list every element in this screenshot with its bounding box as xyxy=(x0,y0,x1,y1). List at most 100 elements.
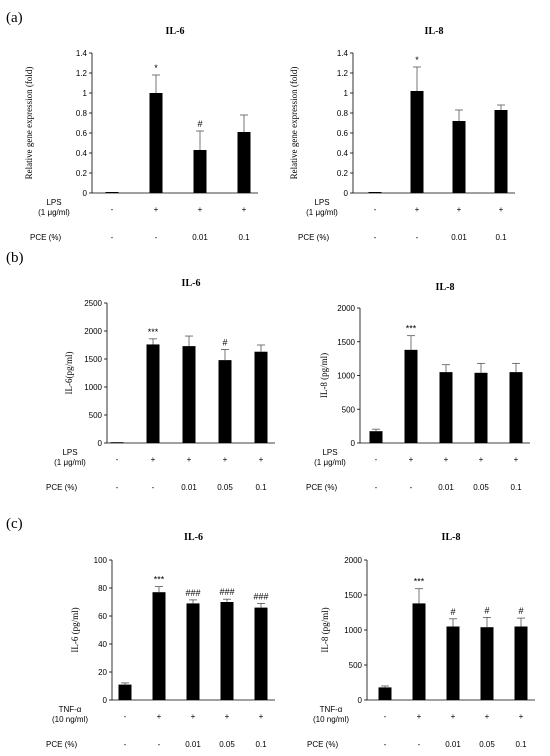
bar xyxy=(218,360,232,443)
condition-value: 0.01 xyxy=(438,483,454,492)
condition-value: + xyxy=(499,205,504,214)
y-tick-label: 1500 xyxy=(337,338,355,347)
condition-name: LPS xyxy=(314,198,329,207)
panel-label-b: (b) xyxy=(6,250,24,266)
bar xyxy=(220,602,234,700)
condition-value: + xyxy=(485,712,490,721)
y-tick-label: 0.8 xyxy=(76,109,88,118)
condition-unit: (1 μg/ml) xyxy=(54,458,86,467)
bar xyxy=(378,687,392,700)
chart-5: IL-6 0 20 40 60 80 100 IL-6 (pg/ml) *** ### ### ###… xyxy=(46,532,275,749)
y-tick-label: 1 xyxy=(83,89,88,98)
bar xyxy=(404,349,418,443)
bar xyxy=(494,110,508,193)
y-tick-label: 40 xyxy=(98,640,107,649)
bar xyxy=(439,372,453,443)
chart-6: IL-8 0 500 1000 1500 2000 IL-8 (pg/ml) *** # # # TN… xyxy=(307,532,535,749)
y-tick-label: 1000 xyxy=(84,383,102,392)
condition-value: - xyxy=(111,205,114,214)
significance-label: ### xyxy=(219,587,234,597)
condition-name: TNF-α xyxy=(320,705,343,714)
condition-value: 0.01 xyxy=(192,233,208,242)
chart-1: IL-6 0 0.2 0.4 0.6 0.8 1 1.2 1.4 Relative gene ex… xyxy=(24,26,258,242)
condition-value: + xyxy=(198,205,203,214)
condition-value: + xyxy=(514,455,519,464)
condition-value: 0.1 xyxy=(510,483,522,492)
bar xyxy=(182,346,196,443)
condition-value: 0.01 xyxy=(181,483,197,492)
bar xyxy=(186,603,200,700)
y-tick-label: 2000 xyxy=(344,556,362,565)
bar xyxy=(118,684,132,700)
significance-label: ### xyxy=(253,591,268,601)
condition-value: - xyxy=(124,712,127,721)
bar xyxy=(110,442,124,443)
y-tick-label: 500 xyxy=(89,411,103,420)
condition-name: PCE (%) xyxy=(30,233,61,242)
condition-value: + xyxy=(417,712,422,721)
condition-value: - xyxy=(155,233,158,242)
bar xyxy=(368,192,382,193)
condition-value: + xyxy=(154,205,159,214)
condition-unit: (10 ng/ml) xyxy=(52,715,88,724)
bar xyxy=(149,93,163,193)
condition-name: LPS xyxy=(322,448,337,457)
condition-value: + xyxy=(223,455,228,464)
y-tick-label: 0 xyxy=(103,696,108,705)
condition-value: - xyxy=(410,483,413,492)
y-tick-label: 1.2 xyxy=(76,69,88,78)
bar xyxy=(105,192,119,193)
y-tick-label: 80 xyxy=(98,584,107,593)
y-tick-label: 0.8 xyxy=(337,109,349,118)
y-tick-label: 2000 xyxy=(84,327,102,336)
bar xyxy=(254,607,268,700)
significance-label: # xyxy=(197,119,202,129)
condition-value: 0.01 xyxy=(185,740,201,749)
bar xyxy=(452,121,466,193)
significance-label: *** xyxy=(414,577,425,587)
bar xyxy=(193,150,207,193)
y-tick-label: 0.6 xyxy=(76,129,88,138)
chart-3: IL-6 0 500 1000 1500 2000 2500 IL-6(pg/ml) *** # L… xyxy=(46,278,275,492)
condition-unit: (1 μg/ml) xyxy=(38,208,70,217)
y-tick-label: 60 xyxy=(98,612,107,621)
significance-label: ### xyxy=(185,588,200,598)
condition-name: TNF-α xyxy=(59,705,82,714)
bar xyxy=(480,627,494,700)
bar xyxy=(254,351,268,443)
condition-value: - xyxy=(375,483,378,492)
condition-value: 0.05 xyxy=(473,483,489,492)
significance-label: * xyxy=(415,55,419,65)
y-tick-label: 1.4 xyxy=(76,49,88,58)
condition-value: 0.1 xyxy=(255,483,267,492)
chart-title: IL-8 xyxy=(442,532,461,543)
significance-label: *** xyxy=(148,327,159,337)
condition-name: PCE (%) xyxy=(307,740,338,749)
y-tick-label: 1.2 xyxy=(337,69,349,78)
y-axis-label: IL-8 (pg/ml) xyxy=(320,607,330,652)
condition-value: 0.1 xyxy=(495,233,507,242)
condition-value: - xyxy=(384,712,387,721)
condition-value: + xyxy=(479,455,484,464)
chart-title: IL-6 xyxy=(184,532,203,543)
bar xyxy=(514,626,528,700)
chart-title: IL-8 xyxy=(436,282,455,293)
y-tick-label: 1000 xyxy=(337,372,355,381)
significance-label: # xyxy=(484,605,489,615)
condition-unit: (10 ng/ml) xyxy=(313,715,349,724)
chart-2: IL-8 0 0.2 0.4 0.6 0.8 1 1.2 1.4 Relative gene ex… xyxy=(289,26,515,242)
y-axis-label: Relative gene expression (fold) xyxy=(24,67,34,180)
condition-value: + xyxy=(457,205,462,214)
condition-value: + xyxy=(451,712,456,721)
condition-value: 0.05 xyxy=(217,483,233,492)
condition-value: + xyxy=(519,712,524,721)
condition-value: - xyxy=(111,233,114,242)
condition-value: - xyxy=(374,233,377,242)
y-tick-label: 0.2 xyxy=(337,169,349,178)
bar xyxy=(410,91,424,193)
significance-label: *** xyxy=(154,575,165,585)
bar xyxy=(474,372,488,443)
condition-value: + xyxy=(259,712,264,721)
condition-value: - xyxy=(116,455,119,464)
